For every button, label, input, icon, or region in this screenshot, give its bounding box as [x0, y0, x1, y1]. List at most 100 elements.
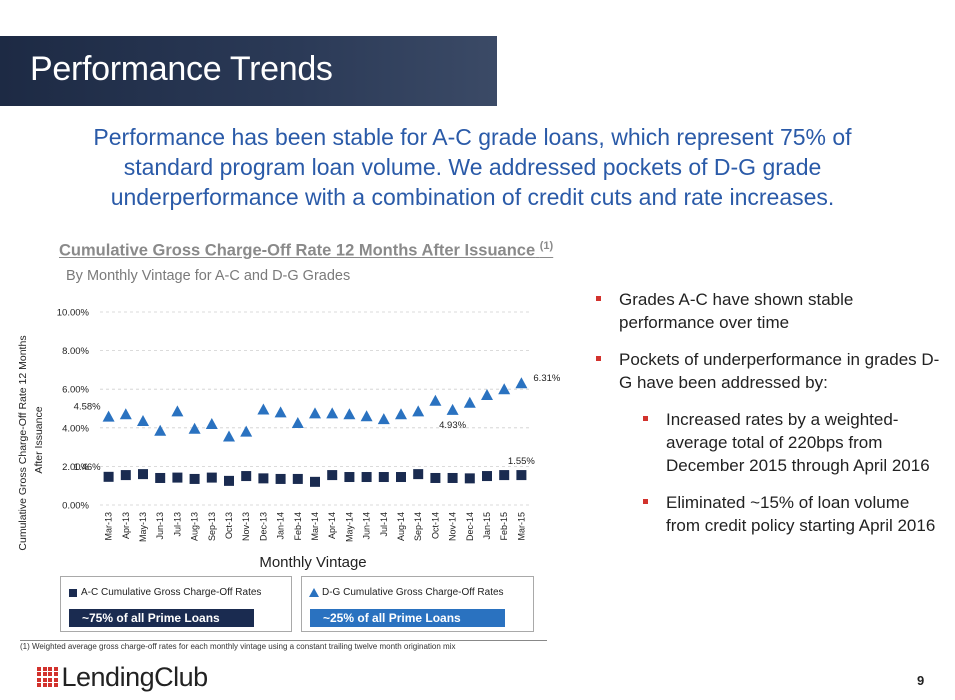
chart-title: Cumulative Gross Charge-Off Rate 12 Mont… — [59, 240, 553, 261]
ac-point — [258, 473, 269, 484]
y-tick-label: 6.00% — [62, 385, 89, 396]
dg-point — [515, 377, 528, 389]
x-tick-label: Oct-13 — [224, 512, 234, 539]
ac-point — [103, 471, 114, 482]
ac-point — [292, 473, 303, 484]
dg-point — [326, 407, 339, 419]
dg-point — [429, 394, 442, 406]
dg-point — [188, 422, 201, 434]
legend-dg-label: D-G Cumulative Gross Charge-Off Rates — [322, 587, 504, 598]
x-axis-label: Monthly Vintage — [259, 554, 366, 571]
legend-dg-share: ~25% of all Prime Loans — [310, 609, 505, 627]
ac-point — [172, 472, 183, 483]
x-tick-label: Apr-13 — [121, 512, 131, 539]
dg-point — [154, 424, 167, 436]
ac-point — [327, 470, 338, 481]
data-label: 6.31% — [533, 373, 560, 384]
legend-ac-share: ~75% of all Prime Loans — [69, 609, 254, 627]
x-tick-label: Aug-14 — [396, 512, 406, 541]
bullet-list: Grades A-C have shown stable performance… — [596, 288, 946, 551]
y-axis-ticks: 0.00% 2.00% 4.00% 6.00% 8.00% 10.00% — [57, 308, 90, 512]
y-tick-label: 8.00% — [62, 346, 89, 357]
dg-point — [223, 430, 235, 442]
legend-ac-label: A-C Cumulative Gross Charge-Off Rates — [81, 587, 262, 598]
x-tick-label: Mar-14 — [310, 512, 320, 541]
chart-subtitle: By Monthly Vintage for A-C and D-G Grade… — [66, 268, 351, 284]
headline: Performance has been stable for A-C grad… — [93, 124, 852, 210]
sub-bullet-text: Eliminated ~15% of loan volume from cred… — [666, 493, 936, 535]
x-tick-label: Apr-14 — [327, 512, 337, 539]
x-tick-label: Nov-14 — [448, 512, 458, 541]
ac-point — [138, 469, 148, 480]
sub-bullet-text: Increased rates by a weighted-average to… — [666, 410, 930, 475]
data-labels: 1.46% 1.55% 4.58% 4.93% 6.31% — [74, 373, 560, 473]
sub-bullet-item: Increased rates by a weighted-average to… — [643, 408, 946, 477]
x-tick-label: Nov-13 — [241, 512, 251, 541]
x-tick-label: Sep-13 — [207, 512, 217, 541]
chart-title-text: Cumulative Gross Charge-Off Rate 12 Mont… — [59, 241, 536, 260]
ac-point — [516, 470, 527, 481]
y-axis-label-line2: After Issuance — [33, 406, 45, 473]
ac-point — [482, 471, 492, 482]
data-label: 1.55% — [508, 456, 535, 467]
x-tick-label: Sep-14 — [413, 512, 423, 541]
lendingclub-logo: LendingClub — [37, 662, 208, 692]
x-tick-label: Feb-14 — [293, 512, 303, 541]
dg-point — [119, 408, 132, 420]
y-tick-label: 2.00% — [62, 462, 89, 473]
x-tick-label: Jun-13 — [155, 512, 165, 540]
x-tick-label: Jul-13 — [172, 512, 182, 537]
ac-point — [464, 473, 475, 484]
ac-point — [206, 472, 217, 483]
legend-ac: A-C Cumulative Gross Charge-Off Rates ~7… — [60, 576, 292, 632]
x-tick-label: Aug-13 — [190, 512, 200, 541]
dg-point — [343, 408, 356, 420]
dg-point — [102, 410, 115, 422]
x-tick-label: May-14 — [344, 512, 354, 542]
ac-point — [499, 470, 510, 481]
x-tick-label: Jul-14 — [379, 512, 389, 537]
logo-text: LendingClub — [61, 661, 209, 692]
page-title: Performance Trends — [30, 50, 333, 88]
chart-marks — [102, 377, 528, 487]
ac-point — [189, 473, 200, 484]
charge-off-chart: 0.00% 2.00% 4.00% 6.00% 8.00% 10.00% Mar-13 Ap… — [17, 308, 560, 572]
x-tick-label: Feb-15 — [499, 512, 509, 541]
legend-dg-triangle-icon — [309, 588, 319, 597]
ac-point — [120, 470, 131, 481]
dg-point — [377, 413, 390, 425]
title-bar: Performance Trends — [0, 36, 497, 106]
legend-dg: D-G Cumulative Gross Charge-Off Rates ~2… — [301, 576, 534, 632]
dg-point — [137, 415, 149, 427]
x-axis-ticks: Mar-13 Apr-13 May-13 Jun-13 Jul-13 Aug-13 Sep-… — [104, 512, 527, 542]
ac-point — [361, 472, 372, 483]
ac-point — [344, 472, 355, 483]
ac-point — [241, 471, 252, 482]
page-number: 9 — [917, 673, 925, 688]
ac-point — [378, 472, 389, 483]
bullet-item: Grades A-C have shown stable performance… — [596, 288, 946, 334]
data-label: 4.93% — [439, 420, 466, 431]
y-tick-label: 10.00% — [57, 308, 90, 319]
bullet-text: Pockets of underperformance in grades D-… — [619, 350, 940, 392]
x-tick-label: Oct-14 — [430, 512, 440, 539]
data-label: 1.46% — [74, 462, 101, 473]
y-axis-label: Cumulative Gross Charge-Off Rate 12 Mont… — [17, 335, 29, 550]
data-label: 4.58% — [74, 402, 101, 413]
ac-point — [396, 472, 406, 483]
bullet-square-icon — [643, 499, 648, 504]
x-tick-label: Jan-14 — [276, 512, 286, 540]
dg-point — [240, 425, 253, 437]
x-tick-label: Jun-14 — [362, 512, 372, 540]
dg-point — [309, 407, 321, 419]
dg-point — [274, 406, 287, 418]
dg-point — [205, 417, 218, 429]
dg-point — [291, 416, 304, 428]
x-tick-label: May-13 — [138, 512, 148, 542]
x-tick-label: Dec-14 — [465, 512, 475, 541]
dg-point — [463, 396, 476, 408]
x-tick-label: Dec-13 — [258, 512, 268, 541]
footnote: (1) Weighted average gross charge-off ra… — [20, 642, 456, 651]
dg-point — [412, 405, 425, 417]
y-tick-label: 0.00% — [62, 501, 89, 512]
